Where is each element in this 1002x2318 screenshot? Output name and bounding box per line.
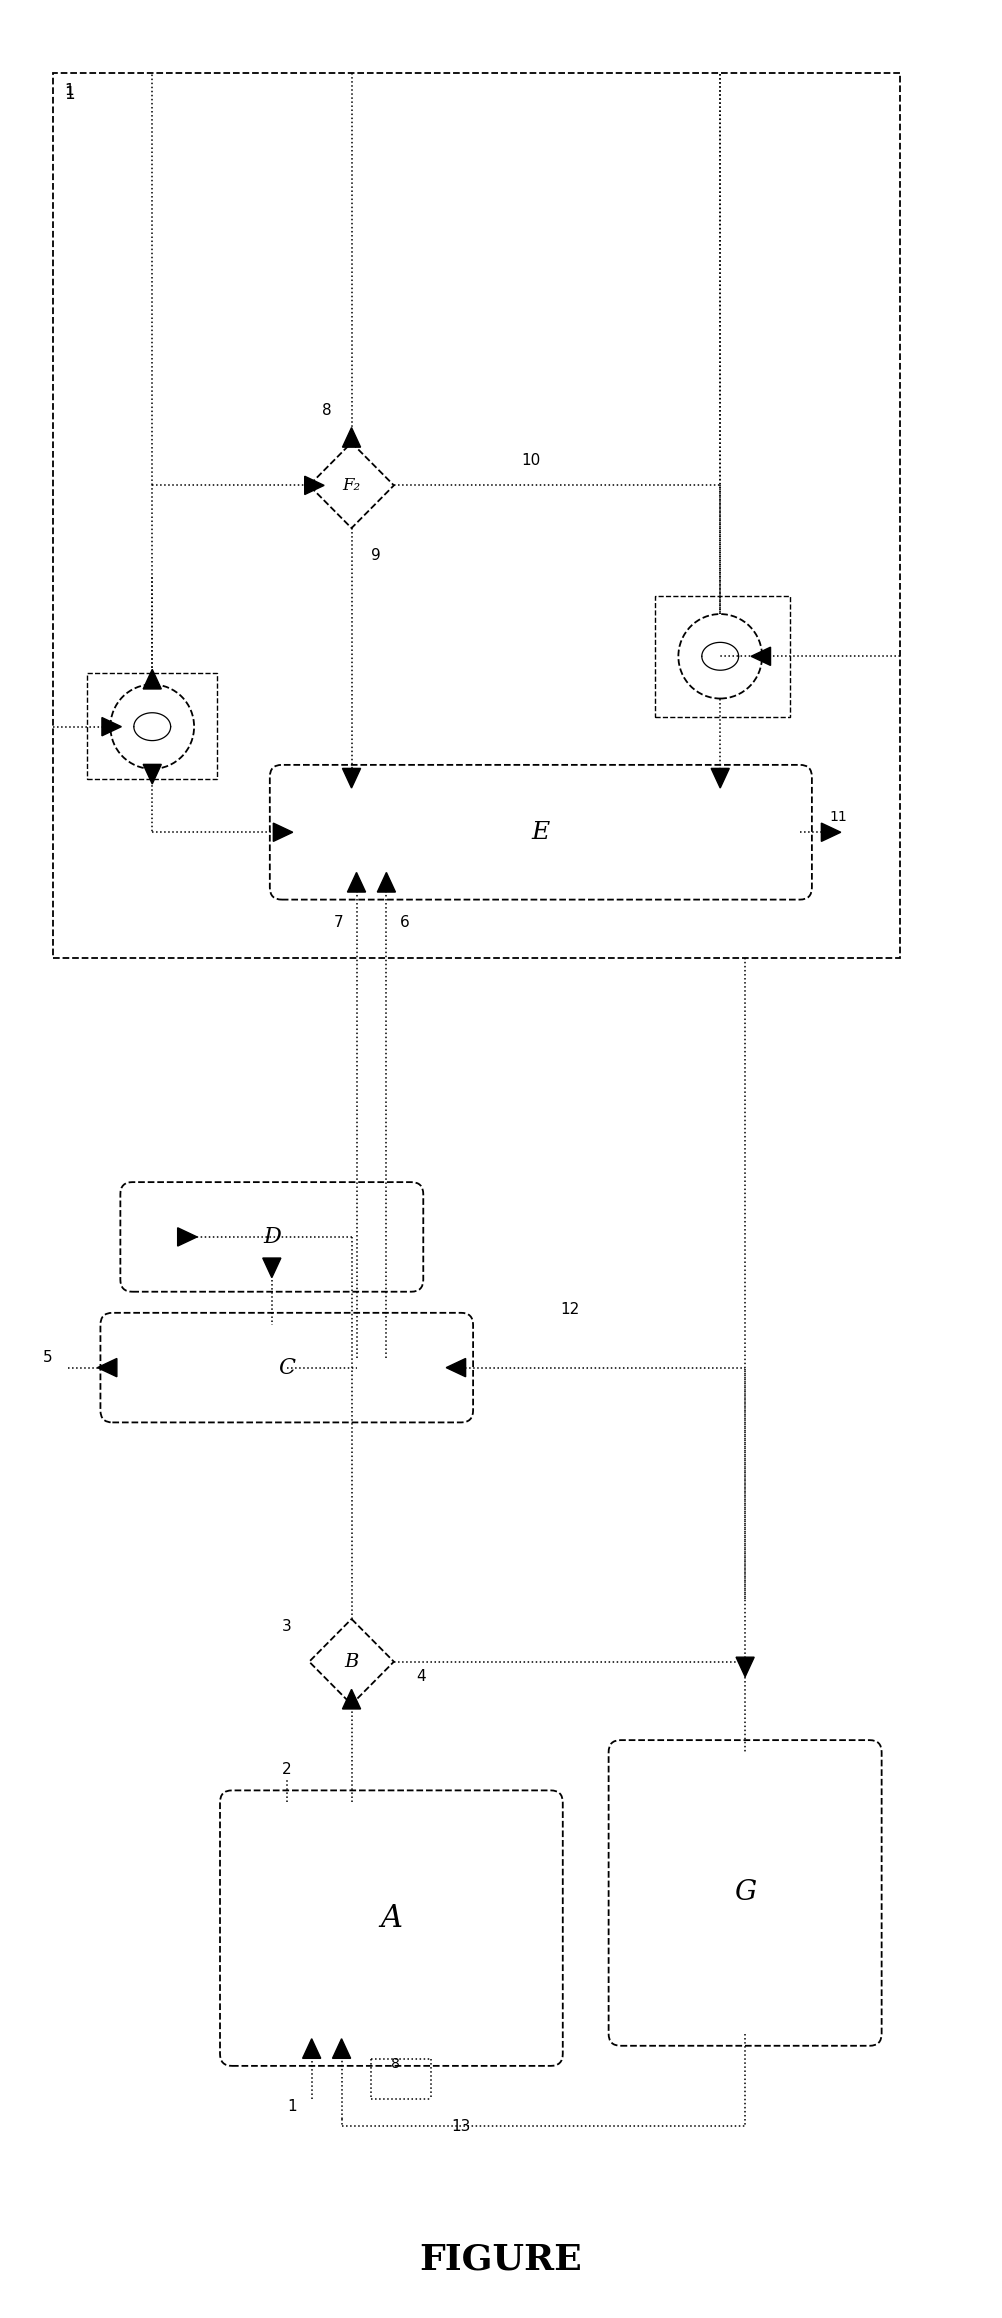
Polygon shape (343, 427, 361, 447)
Text: FIGURE: FIGURE (420, 2244, 582, 2276)
Text: 4: 4 (416, 1669, 426, 1685)
Polygon shape (303, 2040, 321, 2058)
Text: 10: 10 (521, 452, 540, 468)
Text: 5: 5 (43, 1349, 52, 1365)
Text: 8: 8 (392, 2056, 400, 2070)
Text: F₂: F₂ (343, 478, 361, 494)
Text: 11: 11 (830, 811, 848, 825)
Text: 1: 1 (64, 86, 75, 104)
Text: 8: 8 (322, 403, 332, 417)
Polygon shape (143, 670, 161, 688)
Text: D: D (263, 1226, 281, 1247)
Polygon shape (348, 872, 366, 892)
Text: 7: 7 (334, 916, 344, 930)
Bar (87, 675, 217, 779)
Text: C: C (279, 1356, 296, 1379)
Text: 1: 1 (64, 83, 74, 97)
Polygon shape (333, 2040, 351, 2058)
Polygon shape (263, 1259, 281, 1277)
Text: 13: 13 (451, 2119, 471, 2133)
Text: 1: 1 (288, 2098, 297, 2114)
Text: 12: 12 (561, 1303, 580, 1317)
Polygon shape (446, 1358, 466, 1377)
Polygon shape (97, 1358, 117, 1377)
Polygon shape (102, 719, 121, 735)
Text: 9: 9 (372, 549, 381, 563)
Polygon shape (736, 1657, 755, 1676)
Polygon shape (343, 767, 361, 788)
Polygon shape (143, 765, 161, 783)
Text: 6: 6 (400, 916, 409, 930)
Bar (655, 596, 790, 716)
Bar (52, 74, 900, 957)
Polygon shape (378, 872, 396, 892)
Text: 2: 2 (282, 1762, 292, 1778)
Polygon shape (711, 767, 729, 788)
Polygon shape (274, 823, 293, 841)
Polygon shape (822, 823, 841, 841)
Polygon shape (343, 1690, 361, 1708)
Text: E: E (532, 821, 550, 844)
Text: 3: 3 (282, 1618, 292, 1634)
Text: A: A (381, 1903, 403, 1933)
Polygon shape (177, 1229, 197, 1247)
Text: B: B (345, 1653, 359, 1671)
Polygon shape (305, 475, 324, 494)
Text: G: G (734, 1880, 757, 1905)
Polygon shape (752, 647, 771, 665)
